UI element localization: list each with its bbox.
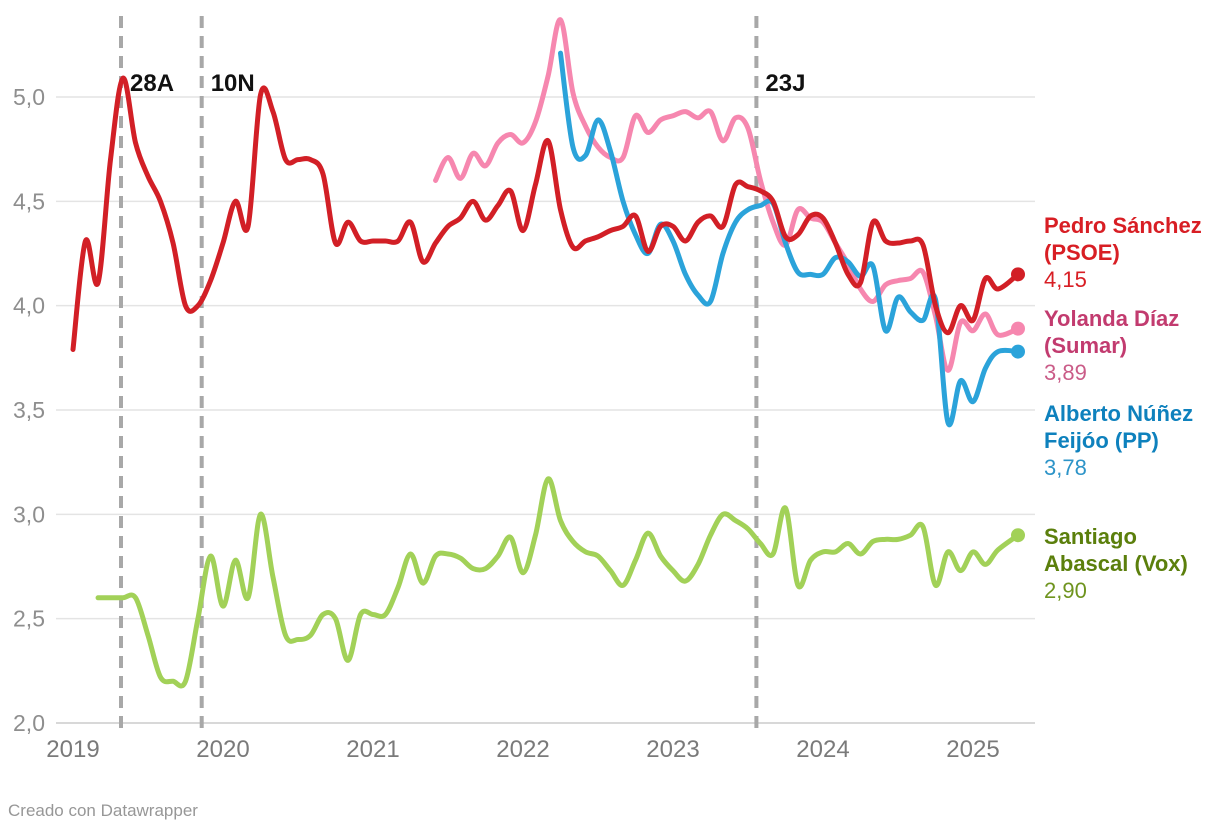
legend-label-psoe: Pedro Sánchez (PSOE) xyxy=(1044,213,1202,265)
x-axis-tick-label: 2020 xyxy=(196,736,249,763)
series-line-sumar xyxy=(433,17,1021,373)
datawrapper-credit-link[interactable]: Creado con Datawrapper xyxy=(8,801,198,820)
y-axis-tick-label: 3,0 xyxy=(13,501,45,527)
legend-entry-vox: Santiago Abascal (Vox) 2,90 xyxy=(1044,523,1220,604)
legend-value-sumar: 3,89 xyxy=(1044,360,1087,385)
x-axis-tick-label: 2019 xyxy=(46,736,99,763)
event-label-10N: 10N xyxy=(211,70,255,97)
series-line-vox xyxy=(95,476,1021,689)
legend-label-sumar: Yolanda Díaz (Sumar) xyxy=(1044,306,1180,358)
legend-label-pp: Alberto Núñez Feijóo (PP) xyxy=(1044,401,1194,453)
legend-label-vox: Santiago Abascal (Vox) xyxy=(1044,524,1188,576)
legend-entry-pp: Alberto Núñez Feijóo (PP) 3,78 xyxy=(1044,400,1220,481)
x-axis-tick-label: 2025 xyxy=(946,736,999,763)
y-axis-tick-label: 3,5 xyxy=(13,397,45,423)
series-line-psoe xyxy=(70,75,1021,352)
y-axis-tick-label: 4,0 xyxy=(13,293,45,319)
legend-value-pp: 3,78 xyxy=(1044,455,1087,480)
y-axis-tick-label: 2,0 xyxy=(13,710,45,736)
y-axis-tick-label: 4,5 xyxy=(13,188,45,214)
y-axis-tick-label: 5,0 xyxy=(13,84,45,110)
x-axis-tick-label: 2023 xyxy=(646,736,699,763)
event-label-23J: 23J xyxy=(765,70,805,97)
series-end-dot-psoe xyxy=(1011,267,1025,282)
legend-value-psoe: 4,15 xyxy=(1044,267,1087,292)
x-axis-tick-label: 2022 xyxy=(496,736,549,763)
event-label-28A: 28A xyxy=(130,70,174,97)
legend-entry-sumar: Yolanda Díaz (Sumar) 3,89 xyxy=(1044,305,1220,386)
series-end-dot-sumar xyxy=(1011,321,1025,336)
series-end-dot-vox xyxy=(1011,528,1025,543)
legend-entry-psoe: Pedro Sánchez (PSOE) 4,15 xyxy=(1044,212,1220,293)
x-axis-tick-label: 2024 xyxy=(796,736,849,763)
series-end-dot-pp xyxy=(1011,344,1025,359)
legend-value-vox: 2,90 xyxy=(1044,578,1087,603)
y-axis-tick-label: 2,5 xyxy=(13,606,45,632)
x-axis-tick-label: 2021 xyxy=(346,736,399,763)
